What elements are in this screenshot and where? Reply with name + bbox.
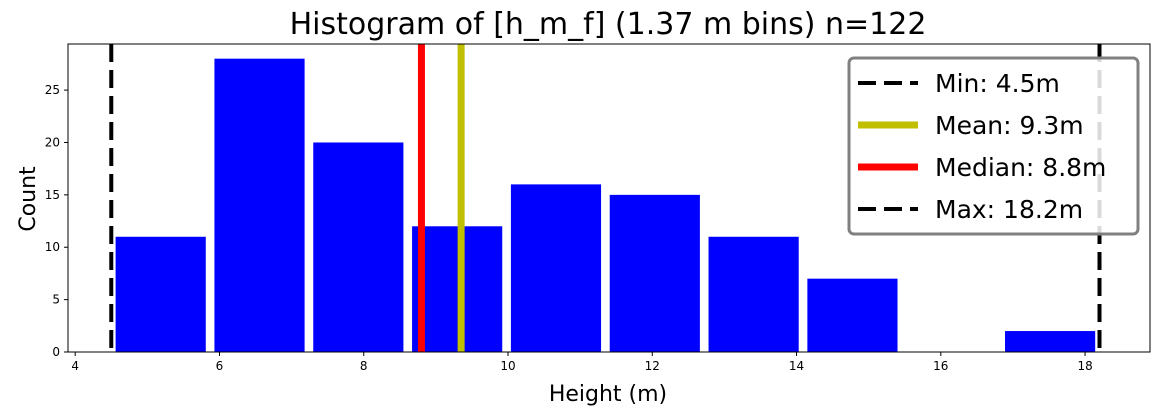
x-axis-label: Height (m) xyxy=(549,382,667,407)
histogram-bar-4 xyxy=(510,184,602,352)
x-tick-label-10: 10 xyxy=(500,359,515,373)
plot-area: 4 6 8 10 12 14 16 18 0 5 10 15 20 25 xyxy=(45,43,1151,373)
x-tick-label-8: 8 xyxy=(360,359,368,373)
x-tick-label-18: 18 xyxy=(1077,359,1092,373)
y-tick-label-10: 10 xyxy=(45,240,60,254)
y-tick-label-5: 5 xyxy=(52,293,60,307)
legend-label-min: Min: 4.5m xyxy=(935,69,1060,98)
histogram-bar-2 xyxy=(313,142,404,352)
axes-frame xyxy=(67,43,1151,353)
y-axis-label: Count xyxy=(16,166,41,232)
histogram-bar-7 xyxy=(807,278,898,352)
y-tick-label-20: 20 xyxy=(45,135,60,149)
histogram-bar-5 xyxy=(609,194,700,352)
chart-title: Histogram of [h_m_f] (1.37 m bins) n=122 xyxy=(290,7,927,42)
x-tick-label-16: 16 xyxy=(933,359,948,373)
legend-label-median: Median: 8.8m xyxy=(935,153,1106,182)
histogram-bar-1 xyxy=(214,58,305,353)
x-tick-label-6: 6 xyxy=(216,359,224,373)
x-tick-label-12: 12 xyxy=(645,359,660,373)
legend-label-mean: Mean: 9.3m xyxy=(935,111,1084,140)
x-tick-label-14: 14 xyxy=(789,359,804,373)
legend-label-max: Max: 18.2m xyxy=(935,195,1083,224)
legend: Min: 4.5m Mean: 9.3m Median: 8.8m Max: 18.2… xyxy=(847,56,1140,236)
y-tick-label-25: 25 xyxy=(45,83,60,97)
y-tick-label-0: 0 xyxy=(52,345,60,359)
legend-box xyxy=(847,56,1140,236)
y-tick-label-15: 15 xyxy=(45,188,60,202)
histogram-bar-9 xyxy=(1005,331,1096,352)
histogram-bar-3 xyxy=(412,226,503,352)
x-tick-label-4: 4 xyxy=(71,359,79,373)
histogram-bar-6 xyxy=(708,236,799,352)
histogram-bar-0 xyxy=(115,236,206,352)
